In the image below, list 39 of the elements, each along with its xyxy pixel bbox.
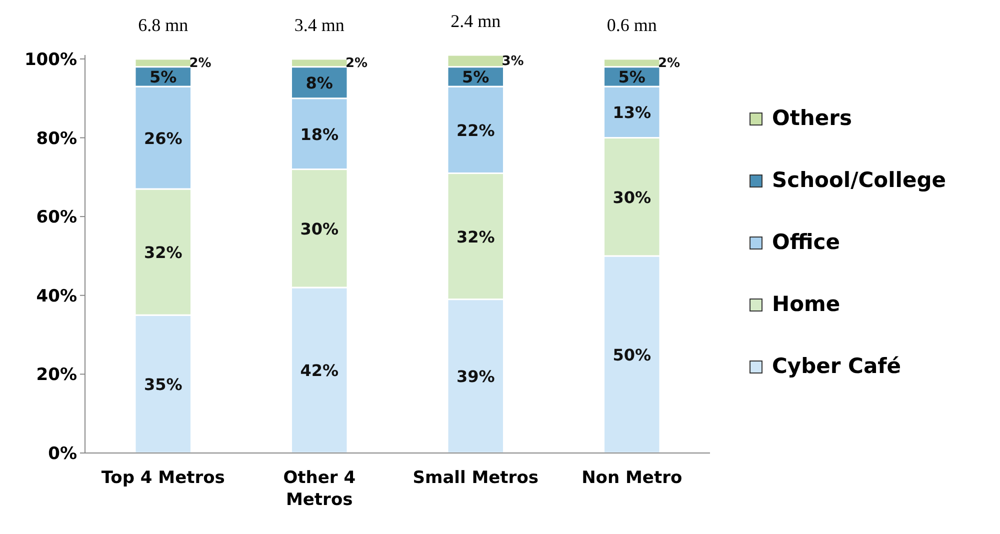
annotation: 3.4 mn	[294, 14, 344, 35]
data-label: 2%	[658, 56, 680, 71]
x-tick-label: Small Metros	[412, 468, 539, 488]
y-tick-label: 20%	[36, 365, 77, 386]
x-tick-label: Non Metro	[582, 468, 682, 488]
data-label: 30%	[612, 188, 652, 207]
data-label: 30%	[300, 219, 339, 238]
data-label: 26%	[144, 128, 182, 148]
y-tick-label: 0%	[48, 444, 77, 464]
data-label: 2%	[189, 56, 212, 71]
data-label: 5%	[462, 68, 490, 87]
x-tick-label: Top 4 Metros	[101, 468, 225, 488]
data-label: 32%	[456, 227, 495, 246]
legend-label: Office	[772, 230, 840, 254]
legend-label: School/College	[772, 168, 946, 192]
annotation: 2.4 mn	[450, 11, 501, 31]
data-label: 5%	[618, 68, 646, 87]
data-label: 18%	[300, 124, 339, 144]
data-label: 2%	[346, 56, 368, 71]
y-tick-label: 80%	[36, 128, 77, 149]
y-tick-label: 100%	[24, 50, 77, 70]
data-label: 3%	[502, 54, 524, 69]
annotation: 0.6 mn	[606, 14, 657, 35]
data-label: 32%	[144, 243, 182, 262]
y-tick-label: 40%	[36, 286, 77, 306]
data-label: 13%	[612, 103, 652, 122]
data-label: 50%	[612, 345, 652, 364]
legend-label: Home	[772, 292, 840, 316]
data-label: 35%	[144, 375, 182, 394]
data-label: 8%	[306, 74, 333, 93]
data-label: 5%	[150, 68, 177, 87]
x-tick-label: Other 4 Metros	[283, 468, 356, 510]
y-tick-label: 60%	[36, 208, 77, 228]
data-label: 39%	[456, 367, 495, 386]
legend-label: Cyber Café	[772, 354, 902, 378]
data-label: 22%	[456, 120, 495, 140]
data-label: 42%	[300, 361, 339, 380]
annotation: 6.8 mn	[138, 14, 188, 35]
legend-label: Others	[772, 106, 852, 130]
